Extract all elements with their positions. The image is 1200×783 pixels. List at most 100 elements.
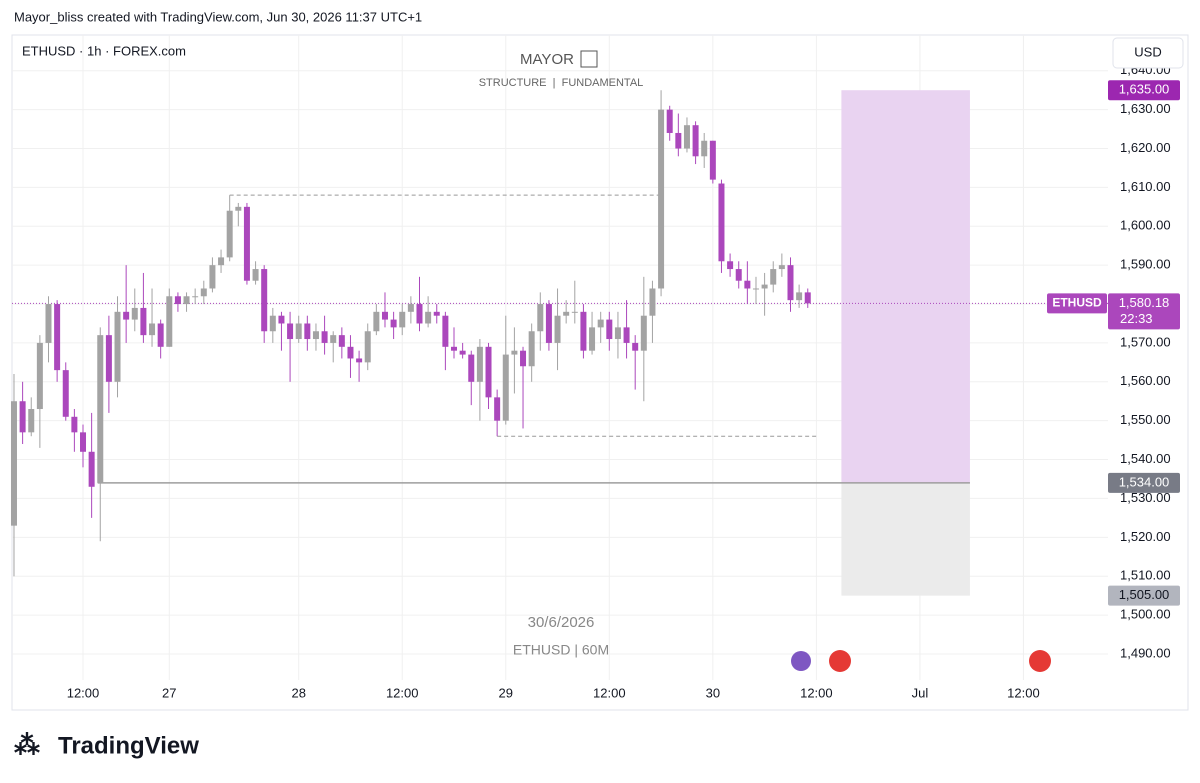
candle-body [338,335,345,347]
candle-body [727,261,734,270]
x-tick-label: 30 [706,685,720,700]
candle-body [218,257,225,266]
candle-body [683,125,690,149]
candle-body [537,304,544,332]
watermark-title: MAYOR [520,51,574,68]
price-tag [1108,585,1180,606]
candle-body [28,409,35,433]
candle-body [373,311,380,332]
price-tag-label: 1,635.00 [1119,82,1170,97]
price-tag-label: 1,534.00 [1119,474,1170,489]
candle-body [269,315,276,332]
candle-body [19,401,26,433]
y-tick-label: 1,620.00 [1120,140,1171,155]
y-tick-label: 1,610.00 [1120,179,1171,194]
candle-body [88,451,95,487]
candle-body [200,288,207,297]
symbol-tag-label: ETHUSD [1052,296,1102,310]
x-tick-label: 12:00 [800,685,833,700]
watermark-icon [580,50,598,68]
candle-body [166,296,173,347]
candle-body [252,269,259,281]
x-tick-label: 12:00 [593,685,626,700]
candle-body [614,327,621,340]
candle-body [494,397,501,421]
price-tag-label: 1,505.00 [1119,587,1170,602]
candle-body [580,311,587,351]
x-tick-label: 12:00 [386,685,419,700]
candle-body [804,292,811,304]
y-tick-label: 1,540.00 [1120,451,1171,466]
candle-body [347,346,354,359]
x-tick-label: 12:00 [1007,685,1040,700]
candle-body [192,296,199,298]
candle-body [442,315,449,347]
last-price-tag [1108,293,1180,330]
candle-body [381,311,388,320]
candle-body [485,346,492,398]
candle-body [675,132,682,149]
currency-button[interactable] [1112,37,1184,69]
candle-body [761,284,768,289]
candle-body [692,125,699,157]
y-tick-label: 1,560.00 [1120,373,1171,388]
event-icon[interactable] [791,651,811,671]
candle-body [364,331,371,363]
y-tick-label: 1,600.00 [1120,218,1171,233]
candle-body [468,354,475,382]
target-zone [841,90,970,483]
candle-body [80,432,87,452]
candle-body [752,288,759,290]
candle-body [658,109,665,289]
candle-body [632,342,639,351]
candle-body [451,346,458,351]
candle-body [114,311,121,382]
y-tick-label: 1,510.00 [1120,568,1171,583]
candle-body [476,346,483,382]
candle-body [287,323,294,340]
candle-body [589,327,596,351]
footer-logo: ⁂ [14,730,40,760]
candle-body [735,269,742,281]
candle-body [183,296,190,305]
chart-frame [11,34,1189,711]
candle-body [131,307,138,320]
candle-body [330,335,337,343]
watermark-subtitle: STRUCTURE | FUNDAMENTAL [479,77,644,89]
flag-icon[interactable] [829,650,851,672]
candle-body [796,292,803,301]
candle-body [312,331,319,340]
currency[interactable]: USD [1134,44,1161,59]
stop-zone [841,482,970,596]
y-tick-label: 1,570.00 [1120,334,1171,349]
candle-body [425,311,432,324]
candle-body [649,288,656,316]
candle-body [554,315,561,343]
candle-body [459,350,466,355]
y-tick-label: 1,500.00 [1120,607,1171,622]
watermark-pair: ETHUSD | 60M [513,642,609,658]
x-tick-label: 28 [291,685,305,700]
candle-body [356,358,363,363]
candle-body [640,315,647,351]
candle-body [62,370,69,417]
candle-body [416,304,423,324]
y-tick-label: 1,550.00 [1120,412,1171,427]
y-tick-label: 1,520.00 [1120,529,1171,544]
candle-body [209,265,216,289]
candle-body [502,354,509,421]
y-tick-label: 1,630.00 [1120,101,1171,116]
candle-body [433,311,440,316]
flag-icon[interactable] [1029,650,1051,672]
candle-body [623,327,630,343]
candle-body [390,319,397,328]
countdown: 22:33 [1120,311,1153,326]
x-tick-label: 27 [162,685,176,700]
price-tag [1108,472,1180,493]
footer-brand: TradingView [58,732,199,759]
plot: 1,490.00 1,500.00 1,510.00 1,520.00 1,530.00… [10,35,1171,700]
candle-body [10,401,17,526]
candle-body [597,319,604,328]
candle-body [123,311,130,320]
